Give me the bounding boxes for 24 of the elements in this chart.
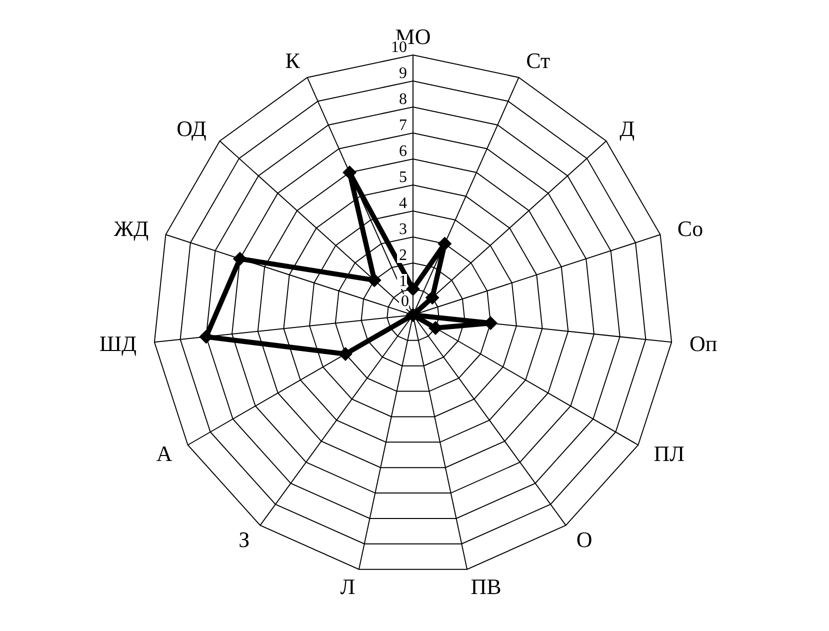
spoke-label: А (156, 441, 172, 466)
y-tick-label: 0 (401, 293, 409, 310)
spoke-label: ОД (176, 116, 206, 141)
y-tick-label: 1 (399, 273, 407, 290)
spoke-label: Ст (526, 48, 550, 74)
spoke-label: ПВ (470, 574, 502, 599)
y-tick-label: 7 (399, 117, 407, 134)
y-tick-label: 8 (399, 91, 407, 108)
y-tick-label: 4 (399, 195, 407, 212)
spoke-label: К (285, 48, 300, 74)
spoke-label: ШД (99, 331, 137, 356)
spoke-label: Л (340, 574, 356, 599)
spoke-label: З (238, 526, 250, 552)
y-tick-label: 6 (399, 143, 407, 160)
y-tick-label: 5 (399, 169, 407, 186)
y-tick-label: 2 (399, 247, 407, 264)
spoke-label: ЖД (114, 216, 149, 242)
spoke-label: Со (677, 216, 704, 242)
spoke-label: ПЛ (654, 441, 685, 466)
y-tick-label: 3 (399, 221, 407, 238)
y-tick-label: 9 (399, 65, 407, 82)
spoke-label: Оп (689, 331, 718, 356)
spoke-label: Д (620, 116, 635, 141)
spoke-label: О (576, 526, 592, 552)
